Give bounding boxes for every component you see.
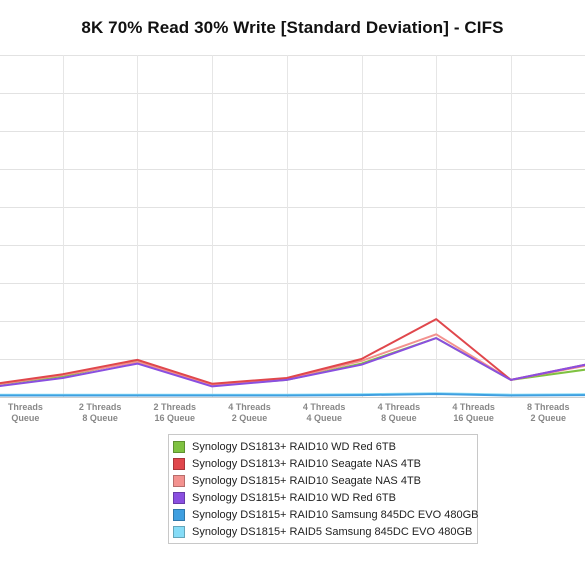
x-tick-label: 8 Threads [527, 402, 570, 412]
x-tick-label: 2 Threads [79, 402, 122, 412]
legend-label: Synology DS1813+ RAID10 Seagate NAS 4TB [192, 457, 421, 470]
legend-label: Synology DS1815+ RAID10 WD Red 6TB [192, 491, 396, 504]
x-tick-label: Threads [8, 402, 43, 412]
legend-item: Synology DS1813+ RAID10 Seagate NAS 4TB [169, 455, 477, 472]
legend-swatch [173, 474, 185, 487]
x-tick-label: Queue [11, 413, 39, 423]
chart-legend: Synology DS1813+ RAID10 WD Red 6TB Synolo… [168, 434, 478, 544]
x-tick-label: 8 Queue [82, 413, 118, 423]
x-tick-label: 4 Threads [303, 402, 346, 412]
legend-swatch [173, 457, 185, 470]
x-tick-label: 2 Threads [154, 402, 197, 412]
x-tick-label: 2 Queue [232, 413, 268, 423]
legend-swatch [173, 525, 185, 538]
series-line-3 [0, 333, 585, 386]
series-layer [0, 318, 585, 397]
legend-item: Synology DS1815+ RAID5 Samsung 845DC EVO… [169, 523, 477, 540]
x-tick-label: 16 Queue [453, 413, 494, 423]
legend-label: Synology DS1815+ RAID10 Seagate NAS 4TB [192, 474, 421, 487]
legend-item: Synology DS1815+ RAID10 Samsung 845DC EV… [169, 506, 479, 523]
x-tick-label: 4 Threads [452, 402, 495, 412]
legend-label: Synology DS1815+ RAID10 Samsung 845DC EV… [192, 508, 479, 521]
legend-item: Synology DS1813+ RAID10 WD Red 6TB [169, 438, 477, 455]
x-tick-label: 4 Threads [378, 402, 421, 412]
legend-item: Synology DS1815+ RAID10 Seagate NAS 4TB [169, 472, 477, 489]
legend-swatch [173, 440, 185, 453]
chart-title: 8K 70% Read 30% Write [Standard Deviatio… [81, 18, 504, 37]
legend-item: Synology DS1815+ RAID10 WD Red 6TB [169, 489, 477, 506]
x-tick-label: 4 Threads [228, 402, 271, 412]
legend-swatch [173, 508, 185, 521]
x-tick-label: 16 Queue [155, 413, 196, 423]
series-line-5 [0, 393, 585, 397]
x-tick-label: 8 Queue [381, 413, 417, 423]
legend-label: Synology DS1813+ RAID10 WD Red 6TB [192, 440, 396, 453]
legend-swatch [173, 491, 185, 504]
x-tick-label: 4 Queue [306, 413, 342, 423]
grid-layer [0, 55, 585, 398]
legend-label: Synology DS1815+ RAID5 Samsung 845DC EVO… [192, 525, 473, 538]
series-line-2 [0, 318, 585, 385]
series-line-4 [0, 337, 585, 388]
x-tick-label: 2 Queue [531, 413, 567, 423]
